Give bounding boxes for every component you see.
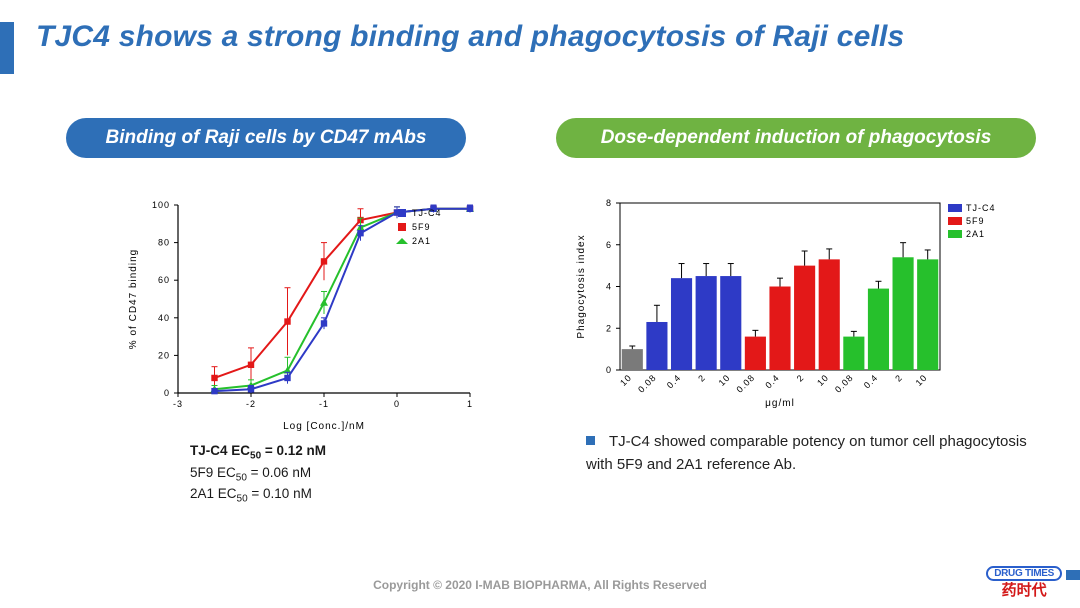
bullet-icon [586, 436, 595, 445]
svg-text:40: 40 [158, 313, 170, 323]
svg-text:-1: -1 [319, 399, 329, 409]
binding-curve-chart: 0 20 40 60 80 100 -3 -2 -1 0 1 Log [Conc.]/nM % of C… [120, 195, 480, 435]
svg-text:TJ-C4: TJ-C4 [412, 208, 442, 218]
svg-text:μg/ml: μg/ml [765, 398, 795, 409]
svg-text:4: 4 [606, 282, 612, 292]
svg-text:0.08: 0.08 [833, 372, 855, 394]
phagocytosis-bar-chart: 02468Phagocytosis indexμg/ml100.080.4210… [570, 195, 1030, 410]
svg-text:8: 8 [606, 198, 612, 208]
svg-text:20: 20 [158, 350, 170, 360]
svg-text:TJ-C4: TJ-C4 [966, 203, 996, 213]
right-panel-header: Dose-dependent induction of phagocytosis [556, 118, 1036, 158]
corner-accent [1066, 570, 1080, 580]
svg-text:80: 80 [158, 238, 170, 248]
company-logo-icon [1006, 18, 1050, 62]
svg-text:-3: -3 [173, 399, 183, 409]
svg-text:10: 10 [618, 372, 634, 388]
svg-text:60: 60 [158, 275, 170, 285]
svg-text:0: 0 [606, 365, 612, 375]
svg-text:1: 1 [467, 399, 473, 409]
svg-text:10: 10 [815, 372, 831, 388]
svg-text:10: 10 [914, 372, 930, 388]
svg-text:5F9: 5F9 [412, 222, 431, 232]
svg-text:10: 10 [717, 372, 733, 388]
left-panel-header: Binding of Raji cells by CD47 mAbs [66, 118, 466, 158]
title-accent-bar [0, 22, 14, 74]
svg-text:0.08: 0.08 [636, 372, 658, 394]
svg-text:0.4: 0.4 [763, 372, 781, 390]
svg-text:0: 0 [394, 399, 400, 409]
copyright-text: Copyright © 2020 I-MAB BIOPHARMA, All Ri… [0, 578, 1080, 592]
svg-text:Phagocytosis index: Phagocytosis index [576, 234, 587, 338]
svg-text:% of CD47 binding: % of CD47 binding [128, 249, 139, 349]
svg-text:2: 2 [795, 372, 806, 383]
svg-text:6: 6 [606, 240, 612, 250]
drugtimes-watermark: DRUG TIMES 药时代 [986, 563, 1062, 600]
svg-text:2A1: 2A1 [966, 229, 985, 239]
svg-text:0: 0 [164, 388, 170, 398]
svg-text:0.4: 0.4 [862, 372, 880, 390]
ec50-values: TJ-C4 EC50 = 0.12 nM5F9 EC50 = 0.06 nM2A… [190, 442, 326, 507]
svg-text:2: 2 [696, 372, 707, 383]
svg-text:0.08: 0.08 [735, 372, 757, 394]
svg-text:-2: -2 [246, 399, 256, 409]
svg-text:0.4: 0.4 [665, 372, 683, 390]
slide-title: TJC4 shows a strong binding and phagocyt… [36, 20, 904, 54]
svg-text:2: 2 [606, 323, 612, 333]
svg-text:2A1: 2A1 [412, 236, 431, 246]
svg-text:5F9: 5F9 [966, 216, 985, 226]
right-panel-bullet: TJ-C4 showed comparable potency on tumor… [586, 430, 1046, 477]
svg-text:2: 2 [893, 372, 904, 383]
svg-text:100: 100 [152, 200, 170, 210]
svg-text:Log [Conc.]/nM: Log [Conc.]/nM [283, 421, 365, 432]
